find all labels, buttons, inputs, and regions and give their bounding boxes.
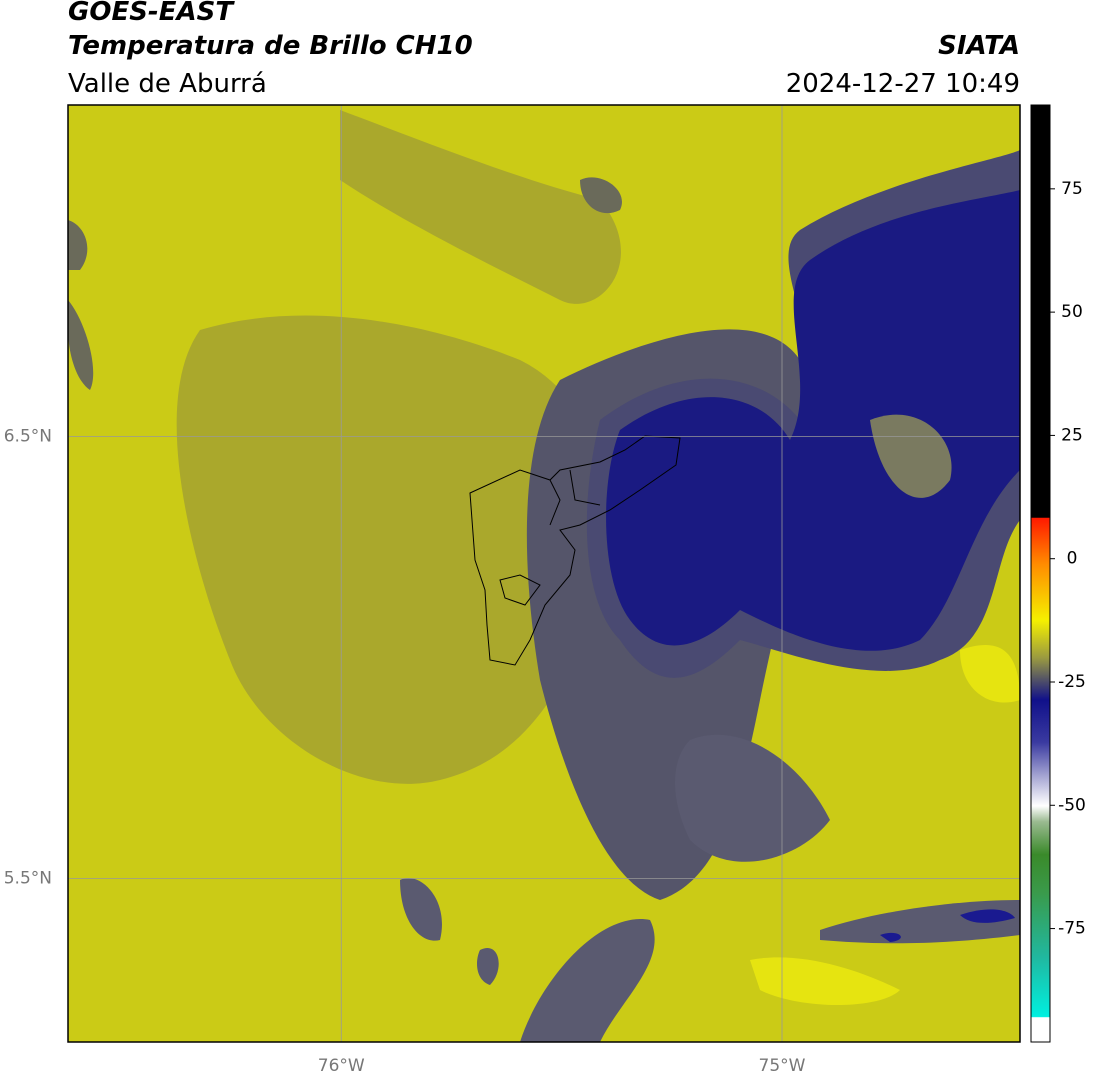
graticule <box>68 105 1020 1042</box>
datetime: 2024-12-27 10:49 <box>786 69 1020 99</box>
map-frame <box>67 104 1021 1043</box>
subtitle: Temperatura de Brillo CH10 <box>68 31 473 61</box>
colorbar-tick-label: -75 <box>1058 919 1086 939</box>
colorbar-tick-label: 25 <box>1061 425 1083 445</box>
x-tick-label: 76°W <box>318 1056 365 1076</box>
colorbar <box>1030 104 1051 1043</box>
x-tick-label: 75°W <box>759 1056 806 1076</box>
satellite-image <box>68 105 1020 1042</box>
y-tick-label: 6.5°N <box>4 426 52 446</box>
colorbar-tick-label: 0 <box>1067 549 1078 569</box>
colorbar-tick-label: 50 <box>1061 302 1083 322</box>
colorbar-tick-label: 75 <box>1061 179 1083 199</box>
region: Valle de Aburrá <box>68 69 267 99</box>
source: SIATA <box>938 31 1020 61</box>
y-tick-label: 5.5°N <box>4 868 52 888</box>
colorbar-tick-label: -50 <box>1058 795 1086 815</box>
title: GOES-EAST <box>68 0 235 27</box>
colorbar-tick-label: -25 <box>1058 672 1086 692</box>
